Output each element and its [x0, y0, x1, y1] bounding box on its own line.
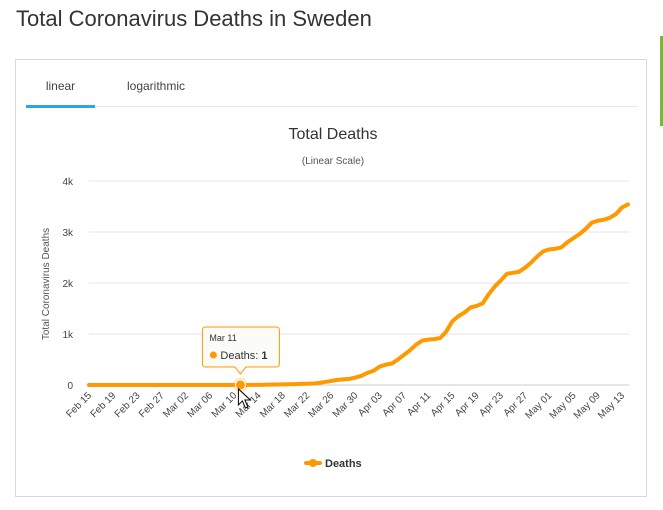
x-tick-label: Mar 26	[307, 390, 337, 420]
x-tick-label: Apr 07	[380, 390, 409, 419]
y-axis-title: Total Coronavirus Deaths	[41, 228, 52, 340]
tooltip: Mar 11 Deaths: 1	[201, 326, 280, 375]
x-tick-label: Feb 19	[89, 390, 119, 420]
deaths-line-chart: Total Deaths (Linear Scale) Total Corona…	[41, 126, 630, 470]
tooltip-series-dot	[209, 351, 217, 359]
x-tick-label: Feb 23	[113, 390, 143, 420]
x-tick-label: Apr 23	[477, 390, 506, 419]
y-tick-label: 3k	[62, 228, 74, 239]
x-tick-label: Apr 03	[356, 390, 385, 419]
x-tick-label: Apr 19	[453, 390, 482, 419]
x-tick-label: Feb 27	[137, 390, 167, 420]
page-title: Total Coronavirus Deaths in Sweden	[16, 6, 372, 31]
tooltip-value: 1	[261, 350, 267, 362]
legend[interactable]: Deaths	[304, 458, 362, 470]
x-tick-label: Mar 30	[331, 390, 361, 420]
y-axis-ticks: 0 1k 2k 3k 4k	[62, 177, 74, 392]
x-tick-label: Apr 15	[429, 390, 458, 419]
y-tick-label: 0	[67, 381, 73, 392]
y-tick-label: 2k	[62, 279, 74, 290]
chart-panel: linear logarithmic Total Deaths (Linear …	[15, 59, 647, 497]
x-tick-label: Mar 02	[161, 390, 191, 420]
scale-tabs: linear logarithmic	[26, 72, 638, 108]
x-tick-label: Feb 15	[64, 390, 94, 420]
legend-label-deaths[interactable]: Deaths	[325, 458, 362, 470]
legend-swatch-dot	[309, 459, 317, 467]
x-tick-label: Apr 11	[405, 390, 433, 418]
tooltip-date: Mar 11	[209, 333, 236, 343]
tooltip-value-line: Deaths: 1	[220, 350, 267, 362]
tab-linear[interactable]: linear	[26, 72, 95, 108]
highlight-point[interactable]	[234, 379, 246, 391]
tab-logarithmic[interactable]: logarithmic	[126, 79, 186, 93]
tooltip-series-label: Deaths:	[220, 350, 258, 362]
x-tick-label: Mar 22	[282, 390, 312, 420]
y-tick-label: 1k	[62, 330, 74, 341]
tooltip-pointer	[234, 366, 247, 375]
x-tick-label: Mar 06	[185, 390, 215, 420]
x-tick-label: May 13	[596, 390, 627, 421]
x-tick-label: Mar 10	[210, 390, 240, 420]
right-edge-accent	[660, 36, 663, 126]
hover-highlight	[233, 377, 248, 392]
y-tick-label: 4k	[62, 177, 74, 188]
chart-title: Total Deaths	[289, 126, 378, 143]
pointer-arrow-icon	[237, 387, 252, 409]
grid-lines	[89, 180, 629, 386]
mouse-cursor-icon	[237, 387, 252, 409]
series-line-deaths[interactable]	[87, 202, 630, 387]
chart-subtitle: (Linear Scale)	[302, 156, 364, 167]
x-tick-label: Mar 18	[258, 390, 288, 420]
